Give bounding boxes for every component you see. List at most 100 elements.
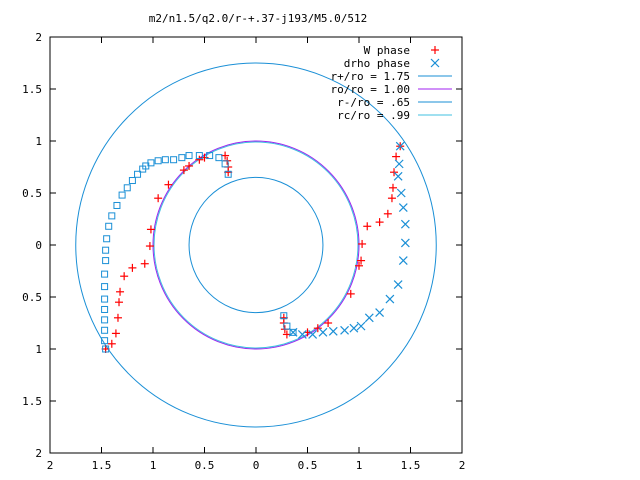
x-tick-label: 2: [47, 459, 54, 472]
y-tick-label: 0.5: [22, 187, 42, 200]
data-point: [134, 170, 142, 178]
y-tick-label: 2: [35, 31, 42, 44]
data-point: [103, 235, 111, 243]
data-point: [308, 330, 318, 339]
data-point: [340, 325, 350, 335]
data-point: [364, 313, 374, 323]
data-point: [346, 289, 355, 298]
axis-ticks: 2 1.5 1 0.5 0 0.5 1 1.5 221.510.500.511.52: [22, 31, 465, 472]
legend-label: drho phase: [344, 57, 410, 70]
legend-label: rc/ro = .99: [337, 109, 410, 122]
data-point: [283, 322, 291, 330]
data-point: [101, 337, 109, 345]
data-point: [356, 321, 366, 331]
chart-title: m2/n1.5/q2.0/r-+.37-j193/M5.0/512: [149, 12, 368, 25]
data-point: [318, 327, 328, 337]
y-tick-label: 0.5: [22, 291, 42, 304]
data-point: [393, 280, 403, 289]
data-point: [101, 326, 109, 334]
data-point: [105, 222, 113, 230]
data-point: [297, 330, 307, 339]
reference-circles: [75, 62, 437, 428]
data-point: [289, 328, 297, 336]
legend-label: r-/ro = .65: [337, 96, 410, 109]
legend-swatch: [430, 58, 440, 68]
data-point: [164, 180, 173, 189]
data-point: [178, 154, 186, 162]
data-point: [101, 305, 109, 313]
data-point: [358, 239, 367, 248]
data-point: [215, 154, 223, 162]
data-point: [349, 323, 359, 333]
data-points: [101, 141, 410, 353]
data-point: [101, 270, 109, 278]
data-point: [324, 319, 333, 327]
x-tick-label: 0.5: [298, 459, 318, 472]
data-point: [398, 256, 408, 266]
data-point: [146, 225, 155, 234]
data-point: [396, 188, 406, 198]
data-point: [102, 257, 110, 265]
data-point: [140, 259, 149, 268]
data-point: [108, 212, 116, 220]
data-point: [388, 183, 397, 192]
x-tick-label: 1.5: [401, 459, 421, 472]
data-point: [394, 159, 404, 169]
x-tick-label: 2: [459, 459, 466, 472]
y-tick-label: 1: [35, 343, 42, 356]
data-point: [195, 155, 204, 164]
data-point: [357, 256, 366, 265]
y-tick-label: 1.5: [22, 83, 42, 96]
data-point: [387, 194, 396, 203]
data-point: [128, 177, 136, 185]
data-point: [206, 152, 214, 160]
x-tick-label: 1: [150, 459, 157, 472]
data-point: [328, 326, 338, 336]
data-point: [383, 209, 392, 218]
data-point: [170, 156, 178, 164]
data-point: [280, 312, 288, 320]
data-point: [313, 324, 322, 333]
circle-curve: [188, 176, 324, 314]
data-point: [154, 157, 162, 165]
y-tick-label: 1: [35, 135, 42, 148]
data-point: [101, 295, 109, 303]
circle-curve: [152, 140, 360, 350]
data-point: [116, 287, 125, 296]
data-point: [128, 263, 137, 272]
x-tick-label: 1.5: [92, 459, 112, 472]
data-point: [113, 313, 122, 322]
x-tick-label: 1: [356, 459, 363, 472]
data-point: [113, 201, 121, 209]
legend-swatch: [431, 46, 439, 54]
data-point: [139, 165, 147, 173]
data-point: [363, 222, 372, 231]
legend-label: r+/ro = 1.75: [331, 70, 410, 83]
data-point: [224, 170, 232, 178]
data-point: [185, 152, 193, 160]
data-point: [161, 156, 169, 164]
circle-curve: [75, 62, 437, 428]
x-tick-label: 0: [253, 459, 260, 472]
data-point: [179, 166, 188, 175]
y-tick-label: 2: [35, 447, 42, 460]
data-point: [355, 261, 363, 270]
data-point: [101, 316, 109, 324]
data-point: [145, 242, 154, 251]
data-point: [123, 184, 131, 192]
data-point: [111, 329, 120, 338]
data-point: [395, 141, 405, 151]
legend-label: W phase: [364, 44, 410, 57]
data-point: [390, 168, 399, 177]
data-point: [200, 153, 209, 162]
data-point: [107, 339, 116, 348]
data-point: [375, 218, 384, 227]
data-point: [115, 298, 124, 307]
data-point: [221, 160, 229, 168]
data-point: [118, 191, 126, 199]
data-point: [120, 272, 129, 281]
y-tick-label: 0: [35, 239, 42, 252]
data-point: [393, 171, 403, 181]
